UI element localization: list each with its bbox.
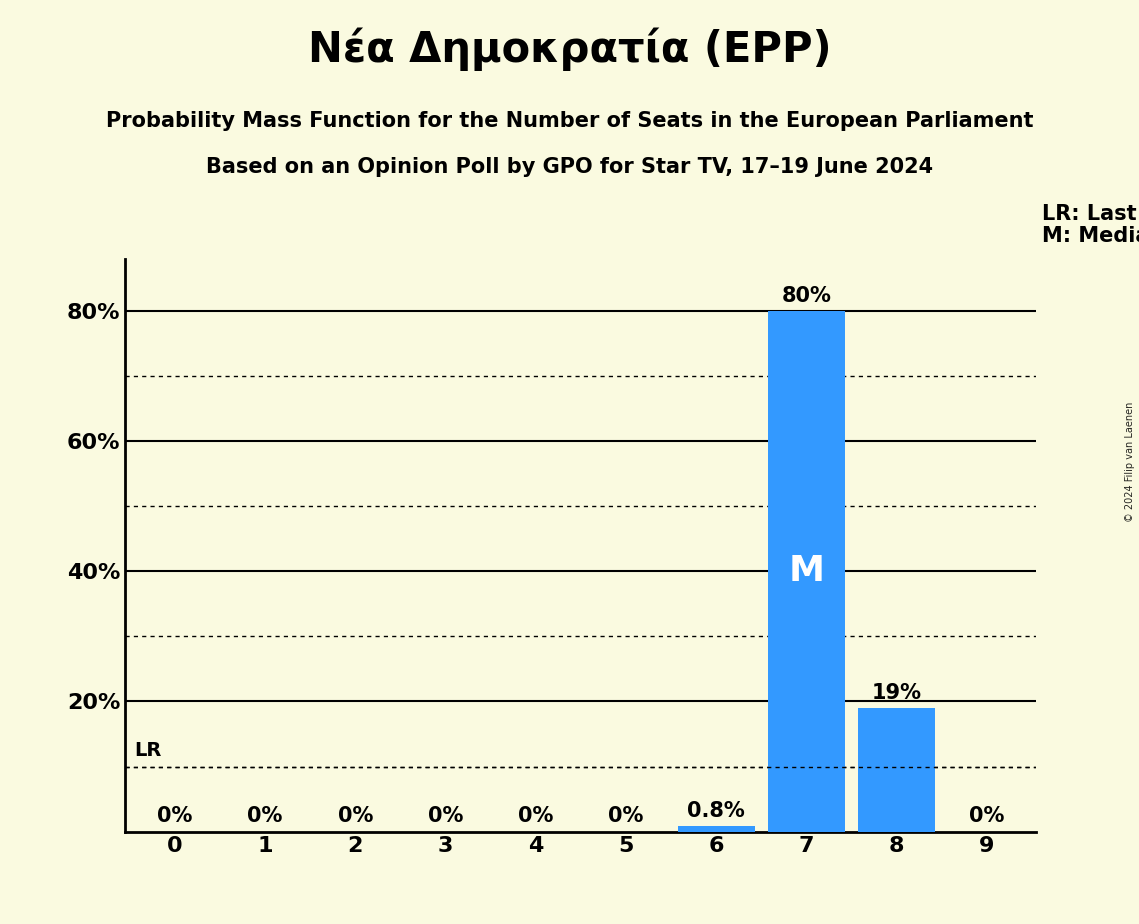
Text: LR: LR [134, 741, 162, 760]
Text: 0%: 0% [247, 807, 282, 826]
Bar [768, 310, 845, 832]
Text: M: Median: M: Median [1042, 226, 1139, 247]
Text: Νέα Δημοκρατία (EPP): Νέα Δημοκρατία (EPP) [308, 28, 831, 71]
Bar [859, 708, 935, 832]
Bar [678, 826, 754, 832]
Text: 0%: 0% [337, 807, 374, 826]
Text: M: M [788, 554, 825, 589]
Text: 19%: 19% [871, 683, 921, 702]
Text: © 2024 Filip van Laenen: © 2024 Filip van Laenen [1125, 402, 1134, 522]
Text: 0%: 0% [518, 807, 554, 826]
Text: Probability Mass Function for the Number of Seats in the European Parliament: Probability Mass Function for the Number… [106, 111, 1033, 131]
Text: 0.8%: 0.8% [687, 801, 745, 821]
Text: 0%: 0% [428, 807, 464, 826]
Text: 80%: 80% [781, 286, 831, 306]
Text: Based on an Opinion Poll by GPO for Star TV, 17–19 June 2024: Based on an Opinion Poll by GPO for Star… [206, 157, 933, 177]
Text: 0%: 0% [969, 807, 1005, 826]
Text: LR: Last Result: LR: Last Result [1042, 204, 1139, 225]
Text: 0%: 0% [608, 807, 644, 826]
Text: 0%: 0% [157, 807, 192, 826]
